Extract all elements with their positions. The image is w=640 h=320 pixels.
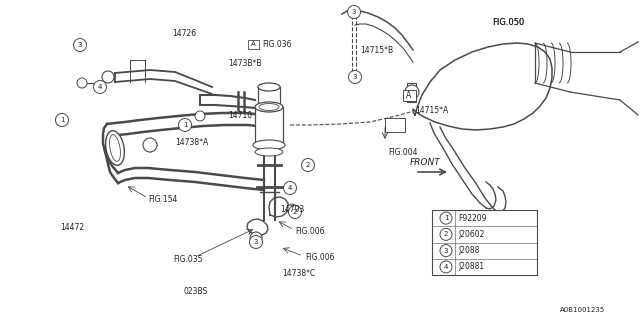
Text: 4: 4: [444, 264, 448, 270]
Text: FIG.050: FIG.050: [492, 18, 524, 27]
Bar: [255, 107, 283, 145]
Ellipse shape: [106, 131, 124, 165]
Text: J20881: J20881: [458, 262, 484, 271]
Ellipse shape: [255, 102, 283, 112]
Bar: [258, 87, 280, 107]
Text: 3: 3: [353, 74, 357, 80]
Text: 1: 1: [60, 117, 64, 123]
Circle shape: [440, 244, 452, 257]
Circle shape: [405, 85, 419, 99]
Text: FIG.006: FIG.006: [295, 228, 324, 236]
Circle shape: [143, 138, 157, 152]
Text: 3: 3: [444, 248, 448, 254]
Text: 14726: 14726: [172, 28, 196, 37]
Text: FIG.036: FIG.036: [262, 39, 291, 49]
Ellipse shape: [258, 83, 280, 91]
Bar: [432, 210, 537, 275]
Circle shape: [250, 236, 262, 249]
Text: 14793: 14793: [280, 205, 304, 214]
Ellipse shape: [255, 148, 283, 156]
Circle shape: [284, 181, 296, 195]
Text: A: A: [251, 41, 255, 47]
Circle shape: [74, 38, 86, 52]
FancyBboxPatch shape: [403, 90, 415, 100]
Text: FIG.154: FIG.154: [148, 196, 177, 204]
Text: FRONT: FRONT: [410, 157, 441, 166]
Text: 2: 2: [293, 209, 297, 215]
Circle shape: [440, 228, 452, 240]
Circle shape: [250, 232, 262, 244]
Circle shape: [289, 205, 301, 219]
Text: 14472: 14472: [60, 223, 84, 233]
Ellipse shape: [253, 140, 285, 150]
Circle shape: [349, 7, 359, 17]
Text: FIG.004: FIG.004: [388, 148, 417, 156]
Text: 1: 1: [183, 122, 188, 128]
Text: J20602: J20602: [458, 230, 484, 239]
Text: 2: 2: [444, 231, 448, 237]
Circle shape: [56, 114, 68, 126]
Circle shape: [440, 212, 452, 224]
Circle shape: [440, 261, 452, 273]
Text: J2088: J2088: [458, 246, 479, 255]
Circle shape: [195, 111, 205, 121]
Text: 4: 4: [98, 84, 102, 90]
Text: 3: 3: [77, 42, 83, 48]
Text: 4: 4: [288, 185, 292, 191]
Text: FIG.006: FIG.006: [305, 252, 335, 261]
Text: FIG.050: FIG.050: [492, 18, 524, 27]
Text: 14715*A: 14715*A: [415, 106, 448, 115]
Text: FIG.035: FIG.035: [173, 255, 202, 265]
Text: 14710: 14710: [228, 110, 252, 119]
Text: 14738*C: 14738*C: [282, 268, 316, 277]
Text: 1: 1: [444, 215, 448, 221]
Text: 14715*B: 14715*B: [360, 45, 393, 54]
Text: 2: 2: [306, 162, 310, 168]
Text: 3: 3: [253, 239, 259, 245]
Circle shape: [179, 118, 191, 132]
Circle shape: [77, 78, 87, 88]
Ellipse shape: [259, 103, 279, 110]
Text: F92209: F92209: [458, 214, 486, 223]
Circle shape: [102, 71, 114, 83]
Text: 14738*A: 14738*A: [175, 138, 208, 147]
Text: A: A: [406, 91, 412, 100]
Circle shape: [301, 158, 314, 172]
Circle shape: [348, 5, 360, 19]
Text: 1473B*B: 1473B*B: [228, 59, 262, 68]
Text: A0B1001235: A0B1001235: [560, 307, 605, 313]
Circle shape: [287, 204, 297, 214]
FancyBboxPatch shape: [248, 39, 259, 49]
Circle shape: [93, 81, 106, 93]
Ellipse shape: [109, 135, 120, 161]
Text: 3: 3: [352, 9, 356, 15]
Text: 023BS: 023BS: [183, 287, 207, 297]
Bar: [385, 118, 405, 132]
Circle shape: [349, 70, 362, 84]
